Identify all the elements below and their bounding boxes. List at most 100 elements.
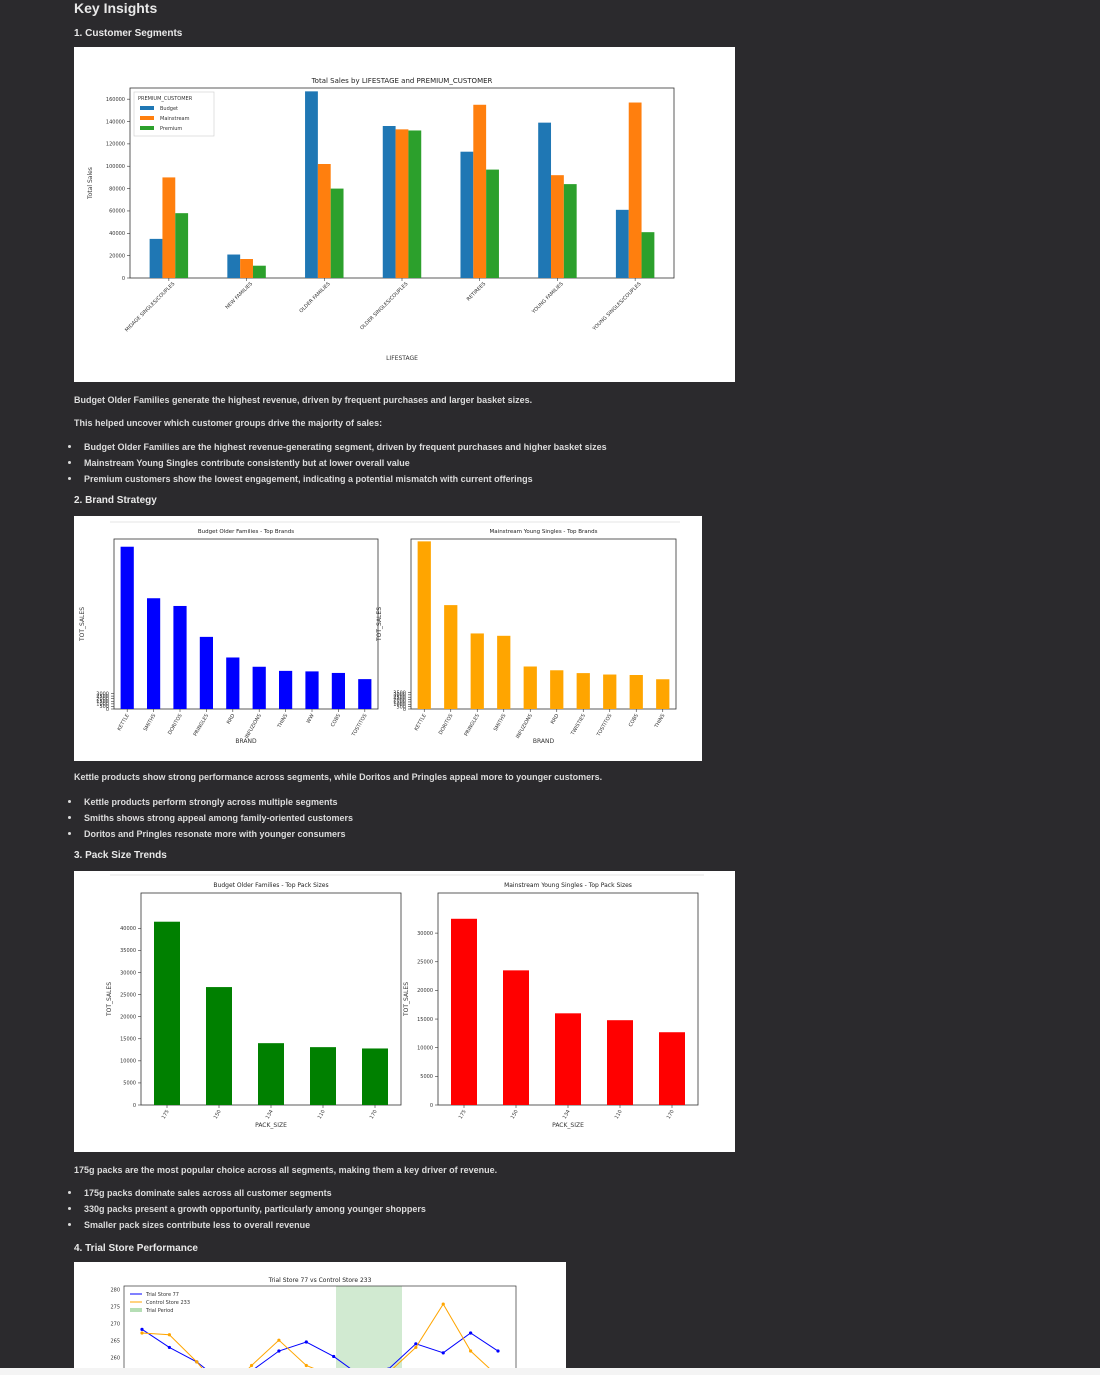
list-item: Premium customers show the lowest engage… [66, 473, 607, 489]
y-tick-label: 270 [110, 1322, 120, 1328]
list-item: Kettle products perform strongly across … [66, 796, 353, 812]
x-tick-label: INFUZIONS [515, 713, 534, 740]
bar [147, 598, 161, 709]
bar [331, 672, 345, 709]
plot-frame [113, 538, 379, 710]
bar [607, 1020, 633, 1105]
x-tick-label: RETIREES [466, 281, 487, 302]
bar [317, 164, 331, 278]
y-tick-label: 20000 [109, 253, 125, 259]
bottom-edge [0, 1368, 1100, 1375]
y-tick-label: 140000 [106, 119, 125, 125]
bar [486, 169, 499, 278]
bar [279, 670, 293, 709]
bar [252, 666, 266, 709]
chart-title: Mainstream Young Singles - Top Pack Size… [504, 882, 632, 889]
y-tick-label: 2000 [96, 696, 109, 702]
x-axis-label: PACK_SIZE [255, 1122, 287, 1129]
bar [641, 232, 655, 278]
legend-label: Trial Store 77 [145, 1292, 179, 1298]
legend-title: PREMIUM_CUSTOMER [138, 96, 193, 102]
section-summary: Kettle products show strong performance … [74, 772, 603, 782]
y-tick-label: 260 [110, 1356, 120, 1362]
bar [659, 1032, 685, 1105]
bar [444, 605, 458, 709]
y-tick-label: 5000 [420, 1074, 433, 1080]
bar [173, 605, 187, 709]
x-tick-label: 175 [458, 1109, 468, 1120]
series-point [469, 1331, 473, 1335]
bar [563, 184, 577, 278]
series-point [167, 1333, 171, 1337]
bar [629, 675, 643, 709]
series-point [496, 1349, 500, 1353]
page-title: Key Insights [74, 0, 158, 16]
y-tick-label: 60000 [109, 209, 125, 215]
y-tick-label: 0 [403, 707, 406, 713]
y-tick-label: 30000 [120, 970, 136, 976]
x-tick-label: COBS [330, 713, 342, 728]
bar [162, 177, 176, 278]
x-axis-label: BRAND [235, 738, 257, 745]
x-tick-label: PRINGLES [463, 713, 481, 737]
series-line [141, 1328, 499, 1368]
series-point [249, 1363, 254, 1368]
list-item: 175g packs dominate sales across all cus… [66, 1187, 426, 1203]
y-tick-label: 15000 [120, 1037, 136, 1043]
list-item: Mainstream Young Singles contribute cons… [66, 457, 607, 473]
bar [470, 633, 484, 709]
legend-swatch [140, 126, 154, 130]
bar [199, 636, 213, 709]
bar [473, 104, 487, 278]
x-tick-label: DORITOS [438, 713, 455, 736]
bar [576, 673, 590, 709]
x-tick-label: 134 [562, 1109, 572, 1120]
bar [310, 1047, 336, 1105]
y-tick-label: 100000 [106, 164, 125, 170]
x-tick-label: 110 [614, 1109, 624, 1120]
y-tick-label: 2500 [96, 694, 109, 700]
x-tick-label: TOSTITOS [350, 713, 368, 738]
x-tick-label: 175 [161, 1109, 171, 1120]
bar [503, 970, 529, 1105]
x-tick-label: SMITHS [493, 713, 508, 732]
bar [226, 657, 240, 709]
x-tick-label: 150 [213, 1109, 223, 1120]
x-tick-label: 170 [369, 1109, 379, 1120]
list-item: Doritos and Pringles resonate more with … [66, 828, 353, 844]
series-point [277, 1338, 281, 1342]
series-point [414, 1342, 418, 1346]
bar [149, 238, 163, 278]
plot-frame [123, 1285, 517, 1368]
y-tick-label: 2000 [393, 697, 406, 703]
chart-title: Trial Store 77 vs Control Store 233 [268, 1277, 372, 1284]
x-tick-label: COBS [628, 713, 640, 728]
bar [258, 1043, 284, 1105]
chart-4-svg: Trial Store 77 vs Control Store 233 280 27… [110, 1277, 517, 1368]
chart-top-pack-sizes: Budget Older Families - Top Pack Sizes 0 5… [74, 871, 735, 1152]
chart-title: Total Sales by LIFESTAGE and PREMIUM_CUS… [311, 77, 493, 85]
y-tick-label: 280 [110, 1288, 120, 1294]
chart-title: Mainstream Young Singles - Top Brands [490, 529, 598, 535]
series-line [141, 1303, 490, 1368]
bar [615, 209, 629, 278]
y-tick-label: 10000 [417, 1046, 433, 1052]
chart-trial-store: Trial Store 77 vs Control Store 233 280 27… [74, 1262, 566, 1368]
y-tick-label: 10000 [120, 1059, 136, 1065]
legend-swatch [140, 106, 154, 110]
y-tick-label: 35000 [120, 948, 136, 954]
y-tick-label: 1000 [96, 702, 109, 708]
y-tick-label: 25000 [120, 992, 136, 998]
x-tick-label: MIDAGE SINGLES/COUPLES [124, 281, 176, 333]
y-tick-label: 0 [430, 1103, 433, 1109]
chart-3-svg: Budget Older Families - Top Pack Sizes 0 5… [106, 874, 704, 1129]
bar [550, 670, 564, 709]
x-tick-label: OLDER FAMILIES [298, 281, 331, 314]
bar [497, 635, 511, 709]
bar [175, 213, 189, 278]
legend-swatch [140, 116, 154, 120]
x-tick-label: INFUZIONS [244, 713, 263, 740]
series-point [387, 1367, 390, 1368]
chart-total-sales-by-lifestage: Total Sales by LIFESTAGE and PREMIUM_CUS… [74, 47, 735, 382]
section-title-pack-size-trends: 3. Pack Size Trends [74, 850, 167, 861]
